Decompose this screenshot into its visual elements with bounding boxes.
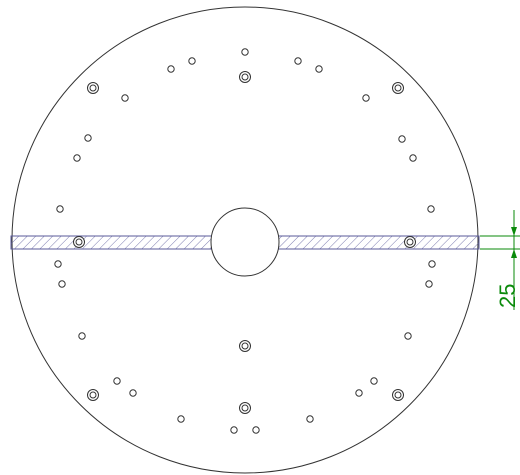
small-hole	[404, 332, 412, 340]
hole-outer-ring	[392, 82, 404, 94]
small-hole	[355, 389, 363, 397]
small-hole	[129, 389, 137, 397]
small-hole	[188, 57, 196, 65]
hole-outer-ring	[87, 82, 99, 94]
hole-inner-ring	[89, 84, 97, 92]
hole-outer-ring	[73, 236, 85, 248]
small-hole	[425, 280, 433, 288]
small-hole	[428, 260, 436, 268]
counterbored-hole	[392, 82, 404, 94]
hole-outer-ring	[239, 340, 251, 352]
hole-inner-ring	[394, 84, 402, 92]
counterbored-hole	[239, 340, 251, 352]
counterbored-hole	[73, 236, 85, 248]
hole-outer-ring	[392, 389, 404, 401]
section-strip-left	[10, 235, 213, 250]
arrowhead-top	[511, 227, 517, 236]
small-hole	[230, 426, 238, 434]
small-hole	[362, 94, 370, 102]
small-hole	[370, 377, 378, 385]
counterbored-hole	[87, 389, 99, 401]
counterbored-hole	[239, 71, 251, 83]
small-hole	[177, 415, 185, 423]
section-strip-right	[277, 235, 480, 250]
small-hole	[427, 205, 435, 213]
small-hole	[409, 154, 417, 162]
hole-inner-ring	[89, 391, 97, 399]
small-hole	[58, 280, 66, 288]
counterbored-hole	[87, 82, 99, 94]
dimension-label: 25	[495, 284, 520, 308]
hole-outer-ring	[404, 236, 416, 248]
hole-outer-ring	[87, 389, 99, 401]
hole-inner-ring	[406, 238, 414, 246]
counterbored-hole	[239, 402, 251, 414]
small-hole	[113, 377, 121, 385]
small-hole	[56, 205, 64, 213]
hole-pattern	[54, 48, 436, 434]
counterbored-hole	[392, 389, 404, 401]
hole-inner-ring	[394, 391, 402, 399]
small-hole	[121, 94, 129, 102]
dimension-annotation: 25	[480, 210, 520, 310]
hole-inner-ring	[241, 342, 249, 350]
small-hole	[84, 134, 92, 142]
small-hole	[306, 415, 314, 423]
small-hole	[252, 426, 260, 434]
hole-outer-ring	[239, 402, 251, 414]
small-hole	[54, 260, 62, 268]
small-hole	[241, 48, 249, 56]
small-hole	[167, 65, 175, 73]
counterbored-hole	[404, 236, 416, 248]
small-hole	[73, 154, 81, 162]
small-hole	[398, 135, 406, 143]
small-hole	[315, 65, 323, 73]
hole-inner-ring	[241, 404, 249, 412]
hole-outer-ring	[239, 71, 251, 83]
small-hole	[78, 332, 86, 340]
hole-inner-ring	[241, 73, 249, 81]
arrowhead-bottom	[511, 249, 517, 258]
small-hole	[294, 57, 302, 65]
center-bore	[210, 207, 280, 277]
hole-inner-ring	[75, 238, 83, 246]
